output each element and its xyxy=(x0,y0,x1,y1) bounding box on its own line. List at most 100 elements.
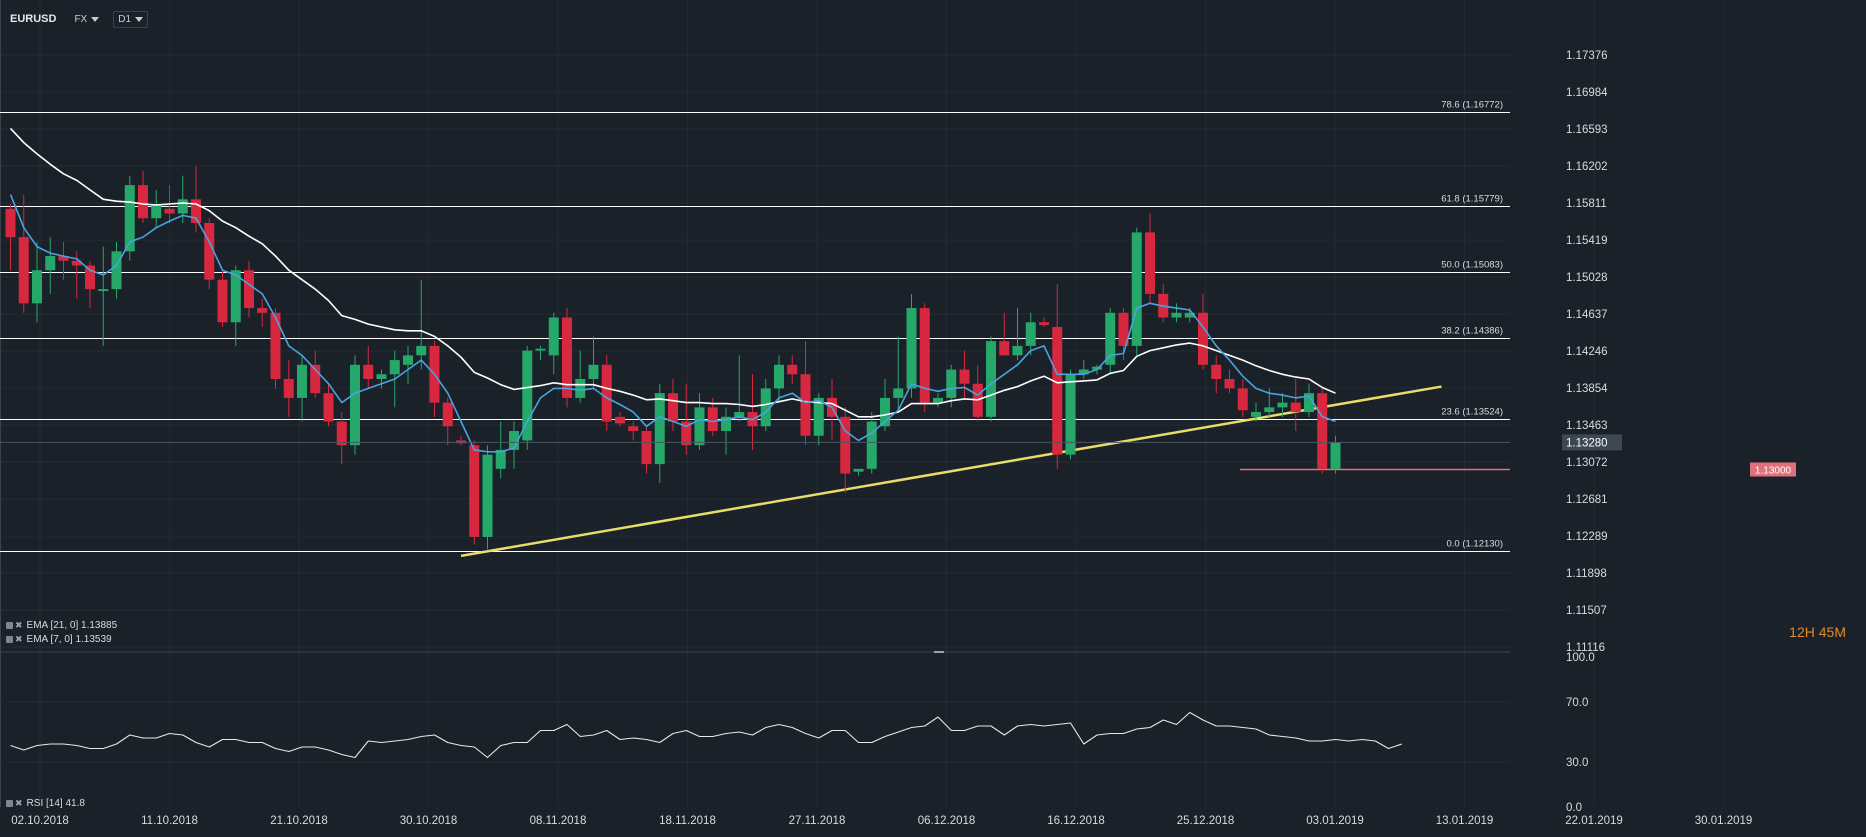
candle-body xyxy=(1092,366,1102,370)
candle-body xyxy=(138,185,148,219)
current-price-box[interactable] xyxy=(1562,434,1622,451)
market-dropdown[interactable]: FX xyxy=(70,12,103,27)
candle xyxy=(456,435,466,446)
price-tick-label: 1.12289 xyxy=(1566,531,1608,543)
candle xyxy=(853,468,864,476)
price-tick-label: 1.15811 xyxy=(1566,198,1607,210)
fib-level-label: 0.0 (1.12130) xyxy=(1446,539,1503,550)
candle-body xyxy=(310,364,321,394)
candle xyxy=(1039,317,1049,327)
candle xyxy=(800,341,811,446)
candle xyxy=(734,355,745,422)
candle-body xyxy=(959,369,970,384)
indicator-settings-icon[interactable]: ✖ xyxy=(6,621,23,630)
timeframe-dropdown[interactable]: D1 xyxy=(113,10,149,28)
candle-body xyxy=(1065,374,1076,455)
indicator-settings-icon[interactable]: ✖ xyxy=(6,635,23,644)
candle-body xyxy=(840,416,851,474)
candle-body xyxy=(389,360,400,375)
candle xyxy=(138,170,148,223)
candle-body xyxy=(1277,402,1288,408)
candle-body xyxy=(1025,322,1036,346)
candle-body xyxy=(1012,345,1023,356)
candle xyxy=(575,350,586,403)
candle xyxy=(45,237,56,294)
rsi-tick-label: 70.0 xyxy=(1566,697,1588,709)
rsi-label: RSI [14] 41.8 xyxy=(26,798,85,809)
candle xyxy=(774,355,784,403)
date-tick-label: 08.11.2018 xyxy=(530,815,587,827)
candle-body xyxy=(1317,393,1328,469)
candle-body xyxy=(707,407,718,432)
candle-body xyxy=(350,364,360,446)
candle xyxy=(270,308,281,389)
timer-minutes: 45 xyxy=(1818,624,1835,640)
candle-body xyxy=(416,345,427,356)
candle-body xyxy=(71,260,82,266)
candle xyxy=(5,204,16,271)
ema7-legend[interactable]: ✖ EMA [7, 0] 1.13539 xyxy=(6,634,112,645)
candle xyxy=(85,260,95,309)
candle xyxy=(721,407,731,455)
candle xyxy=(747,374,758,450)
candle xyxy=(522,345,533,450)
date-axis[interactable]: 02.10.2018 11.10.2018 21.10.2018 30.10.2018… xyxy=(11,815,1752,827)
chevron-down-icon xyxy=(91,16,100,22)
candle-body xyxy=(1251,412,1261,417)
symbol-label[interactable]: EURUSD xyxy=(10,13,57,25)
candle-body xyxy=(257,308,268,313)
date-tick-label: 22.01.2019 xyxy=(1565,815,1623,827)
candle xyxy=(217,270,228,327)
candle-body xyxy=(1052,326,1063,455)
ema21-line xyxy=(9,127,1336,418)
support-price-label: 1.13000 xyxy=(1755,466,1792,477)
candle-body xyxy=(191,199,201,223)
candle xyxy=(416,279,427,370)
price-tick-label: 1.17376 xyxy=(1566,50,1608,62)
candle xyxy=(350,355,360,455)
candle-body xyxy=(588,364,599,379)
candle-body xyxy=(1118,312,1129,346)
candle xyxy=(641,426,652,474)
indicator-settings-icon[interactable]: ✖ xyxy=(6,799,23,808)
candle xyxy=(230,265,241,346)
candle-body xyxy=(721,416,731,432)
candle-body xyxy=(18,237,29,304)
candles-layer xyxy=(5,166,1341,550)
support-price-box[interactable] xyxy=(1750,462,1796,477)
candle-body xyxy=(1330,442,1341,469)
candle-body xyxy=(85,265,95,290)
candle-body xyxy=(482,454,493,537)
ema21-legend[interactable]: ✖ EMA [21, 0] 1.13885 xyxy=(6,620,117,631)
candle xyxy=(442,397,453,446)
candle xyxy=(403,345,413,384)
candle xyxy=(893,336,904,413)
candle-body xyxy=(403,355,413,365)
trendline[interactable] xyxy=(460,385,1442,558)
candle-body xyxy=(1304,393,1314,413)
candle xyxy=(18,194,29,313)
candle-body xyxy=(217,279,228,323)
candle-body xyxy=(376,374,387,379)
price-axis[interactable]: 1.17376 1.16984 1.16593 1.16202 1.15811 1.154… xyxy=(0,50,1796,654)
date-tick-label: 27.11.2018 xyxy=(789,815,846,827)
candle-body xyxy=(1078,369,1089,375)
candle xyxy=(986,336,996,422)
date-tick-label: 02.10.2018 xyxy=(11,815,69,827)
ema7-line xyxy=(9,194,1336,453)
candle xyxy=(204,218,215,290)
candle xyxy=(257,298,268,327)
candle xyxy=(1224,369,1235,394)
candle xyxy=(1277,393,1288,417)
market-label: FX xyxy=(74,13,88,25)
candle xyxy=(588,336,599,389)
candle xyxy=(535,345,546,361)
trendline-layer[interactable] xyxy=(460,385,1510,558)
rsi-legend[interactable]: ✖ RSI [14] 41.8 xyxy=(6,798,85,809)
candle-body xyxy=(1237,388,1248,411)
candle xyxy=(840,407,851,493)
candle-body xyxy=(1171,312,1182,318)
candle-body xyxy=(734,412,745,417)
date-tick-label: 03.01.2019 xyxy=(1306,815,1364,827)
